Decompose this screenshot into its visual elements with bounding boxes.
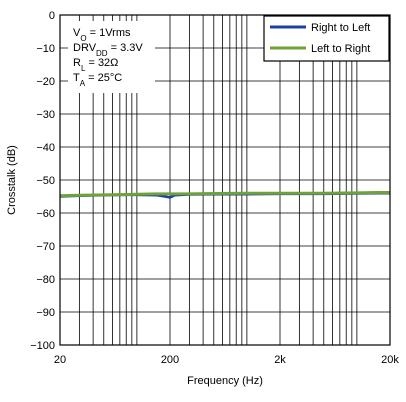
plot-frame bbox=[59, 14, 391, 346]
y-tick-label: −50 bbox=[36, 175, 55, 187]
y-tick-label: −40 bbox=[36, 142, 55, 154]
y-tick-label: −80 bbox=[36, 274, 55, 286]
legend: Right to Left Left to Right bbox=[263, 15, 390, 62]
series-lines bbox=[59, 191, 390, 199]
condition-line: TA = 25°C bbox=[73, 72, 122, 88]
y-tick-label: −90 bbox=[36, 307, 55, 319]
y-tick-labels: 0 −10 −20 −30 −40 −50 −60 −70 −80 −90 −100 bbox=[30, 10, 55, 352]
condition-line: VO = 1Vrms bbox=[73, 27, 131, 43]
conditions-background bbox=[68, 21, 155, 93]
x-tick-label: 200 bbox=[161, 354, 179, 366]
condition-line: RL = 32Ω bbox=[73, 57, 118, 73]
y-tick-label: −60 bbox=[36, 208, 55, 220]
y-tick-label: −100 bbox=[30, 340, 55, 352]
y-tick-label: −20 bbox=[36, 76, 55, 88]
y-tick-label: −70 bbox=[36, 241, 55, 253]
x-tick-label: 2k bbox=[274, 354, 286, 366]
y-tick-label: 0 bbox=[49, 10, 55, 22]
x-tick-label: 20k bbox=[381, 354, 399, 366]
legend-label: Left to Right bbox=[311, 43, 370, 55]
y-tick-label: −30 bbox=[36, 109, 55, 121]
legend-box bbox=[263, 15, 390, 62]
series-line-left-to-right bbox=[59, 191, 390, 198]
x-axis-label: Frequency (Hz) bbox=[187, 375, 263, 387]
y-tick-label: −10 bbox=[36, 43, 55, 55]
x-tick-labels: 20 200 2k 20k bbox=[54, 354, 399, 366]
x-tick-label: 20 bbox=[54, 354, 66, 366]
y-axis-label: Crosstalk (dB) bbox=[6, 145, 18, 215]
condition-line: DRVDD = 3.3V bbox=[73, 42, 143, 58]
legend-label: Right to Left bbox=[311, 22, 370, 34]
